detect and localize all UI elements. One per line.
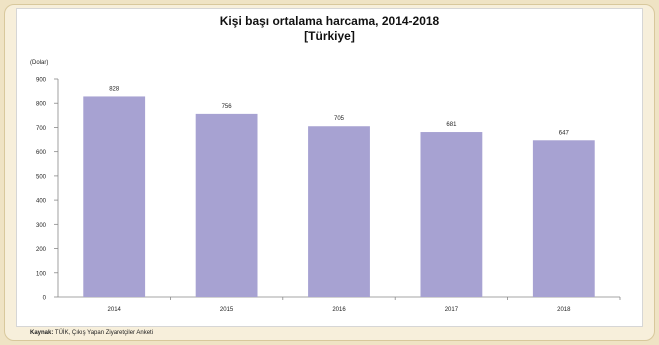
data-label-2017: 681 <box>446 122 457 128</box>
y-axis-unit-label: (Dolar) <box>30 60 49 66</box>
x-tick-label-2015: 2015 <box>220 307 234 313</box>
y-tick-label: 600 <box>36 150 47 156</box>
bar-2014 <box>83 96 146 297</box>
x-tick-label-2017: 2017 <box>445 307 459 313</box>
y-tick-label: 0 <box>43 296 47 302</box>
x-tick-label-2018: 2018 <box>557 307 571 313</box>
bar-2015 <box>195 113 258 297</box>
y-tick-label: 100 <box>36 271 47 277</box>
source-text: TÜİK, Çıkış Yapan Ziyaretçiler Anketi <box>54 330 154 336</box>
y-tick-label: 700 <box>36 126 47 132</box>
data-label-2015: 756 <box>222 104 233 110</box>
x-tick-label-2016: 2016 <box>332 307 346 313</box>
data-label-2016: 705 <box>334 116 345 122</box>
chart-title: Kişi başı ortalama harcama, 2014-2018 <box>219 14 440 28</box>
bar-2017 <box>420 132 483 297</box>
y-tick-label: 900 <box>36 78 47 84</box>
chart-subtitle: [Türkiye] <box>304 29 355 43</box>
bar-2018 <box>532 140 595 297</box>
source-note: Kaynak: TÜİK, Çıkış Yapan Ziyaretçiler A… <box>30 330 153 336</box>
x-tick-label-2014: 2014 <box>108 307 122 313</box>
data-label-2014: 828 <box>109 86 120 92</box>
y-tick-label: 200 <box>36 247 47 253</box>
y-tick-label: 300 <box>36 223 47 229</box>
y-tick-label: 800 <box>36 102 47 108</box>
bar-2016 <box>308 126 370 297</box>
source-label: Kaynak: <box>30 330 54 336</box>
y-tick-label: 500 <box>36 174 47 180</box>
data-label-2018: 647 <box>559 130 570 136</box>
y-tick-label: 400 <box>36 199 47 205</box>
